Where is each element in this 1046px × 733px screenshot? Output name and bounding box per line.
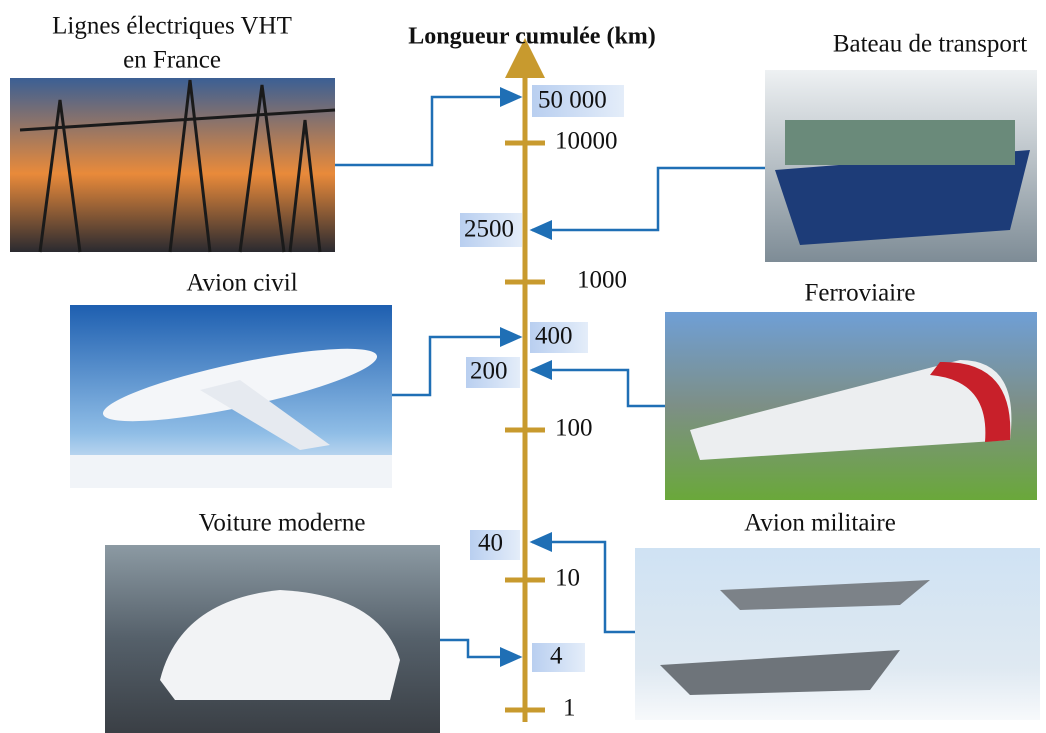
value-label: 2500 [464,216,514,243]
photo-plane [70,305,392,488]
tick-label: 1 [563,695,576,722]
connector [335,87,523,167]
connector [392,327,523,397]
caption: en France [123,47,221,74]
value-box [466,357,520,388]
value-label: 40 [478,530,503,557]
caption: Avion militaire [744,510,896,537]
value-label: 400 [535,323,573,350]
value-box [532,85,624,117]
tick-label: 10 [555,565,580,592]
caption: Avion civil [186,270,297,297]
caption: Bateau de transport [833,31,1027,58]
connector [529,360,665,408]
photo-car [105,545,440,733]
connector [529,532,635,634]
photo-power-lines [10,78,336,253]
value-box [460,213,522,247]
tick-label: 1000 [577,267,627,294]
photo-train [665,312,1037,500]
connector [529,166,765,240]
caption: Ferroviaire [804,280,915,307]
tick-label: 100 [555,415,593,442]
value-label: 200 [470,358,508,385]
value-box [470,530,520,560]
value-box [532,643,585,672]
axis-title: Longueur cumulée (km) [408,24,656,50]
value-label: 4 [550,643,563,670]
value-label: 50 000 [538,87,607,114]
photo-jets [635,548,1040,720]
connector [440,638,523,667]
photo-ship [765,70,1037,262]
value-box [530,322,588,353]
caption: Voiture moderne [199,510,366,537]
caption: Lignes électriques VHT [52,13,292,40]
tick-label: 10000 [555,128,618,155]
